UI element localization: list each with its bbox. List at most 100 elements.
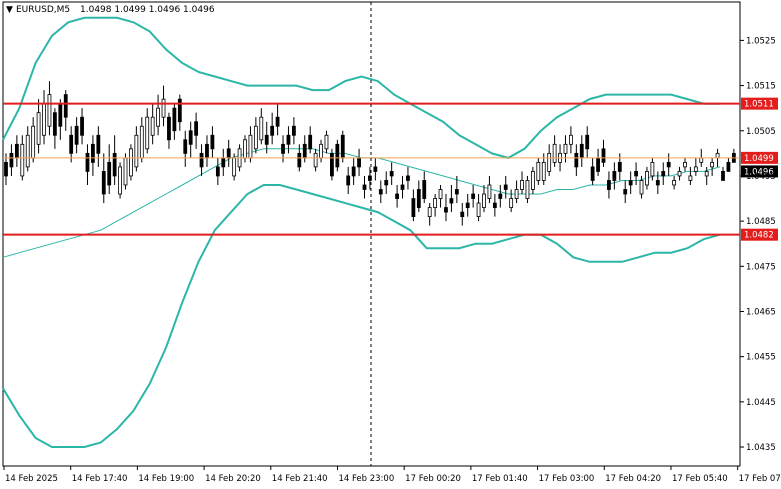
x-tick-label: 17 Feb 07:00 <box>739 474 781 484</box>
candle <box>270 112 275 145</box>
candle <box>80 108 84 145</box>
y-tick-label: 1.0485 <box>746 217 776 227</box>
candle <box>291 117 296 145</box>
y-tick-label: 1.0505 <box>746 127 776 137</box>
candle <box>85 144 90 185</box>
candle <box>177 94 182 131</box>
candle <box>492 194 497 217</box>
candle <box>183 130 188 167</box>
dropdown-arrow-icon[interactable]: ▼ <box>6 5 13 15</box>
candle <box>590 157 595 185</box>
candle <box>552 135 557 167</box>
x-tick-label: 17 Feb 03:00 <box>539 474 595 484</box>
candle <box>156 94 160 136</box>
candle <box>25 126 30 172</box>
x-tick-label: 17 Feb 01:40 <box>472 474 528 484</box>
candle <box>101 153 106 204</box>
candle <box>63 90 68 131</box>
candle <box>460 203 465 226</box>
candle <box>107 144 112 195</box>
chart-title: EURUSD,M5 <box>16 5 70 15</box>
candle <box>91 135 95 176</box>
candle <box>313 148 318 172</box>
candle <box>612 162 617 190</box>
candle <box>194 112 199 149</box>
candle <box>362 175 367 199</box>
candle <box>726 157 731 172</box>
candle <box>47 81 52 136</box>
candle <box>264 121 269 154</box>
candle <box>710 157 715 176</box>
candle <box>509 189 514 213</box>
candle <box>650 157 655 181</box>
candle <box>438 184 443 208</box>
candle <box>601 139 606 167</box>
candle <box>433 194 438 217</box>
candle <box>308 126 313 154</box>
candle <box>330 148 334 181</box>
svg-text:1.0511: 1.0511 <box>744 100 774 110</box>
candle <box>167 112 171 149</box>
candle <box>9 144 14 176</box>
current-price-label: 1.0496 <box>741 165 778 178</box>
candle <box>400 175 405 199</box>
candle <box>96 126 101 167</box>
candle <box>69 126 74 163</box>
y-tick-label: 1.0475 <box>746 262 776 272</box>
x-tick-label: 17 Feb 05:40 <box>672 474 728 484</box>
candle <box>134 126 139 172</box>
candle <box>482 184 486 213</box>
candle <box>389 162 394 185</box>
candle <box>351 157 356 185</box>
x-tick-label: 17 Feb 00:20 <box>405 474 461 484</box>
candle <box>639 175 644 199</box>
candle <box>525 175 530 204</box>
candle <box>672 175 677 190</box>
candle <box>465 194 470 217</box>
candle <box>150 103 155 145</box>
candle <box>411 189 416 222</box>
candle <box>498 184 503 208</box>
candle <box>416 180 421 213</box>
candle <box>74 117 79 154</box>
candle <box>346 166 351 195</box>
candle <box>536 157 541 185</box>
candle <box>188 121 193 158</box>
candle <box>129 144 133 181</box>
candle <box>569 126 573 154</box>
candle <box>123 153 128 190</box>
x-tick-label: 17 Feb 04:20 <box>605 474 661 484</box>
x-tick-label: 14 Feb 20:20 <box>205 474 261 484</box>
y-tick-label: 1.0455 <box>746 353 776 363</box>
candle <box>199 144 204 176</box>
candle <box>145 108 150 154</box>
candle <box>449 184 454 213</box>
y-tick-label: 1.0465 <box>746 307 776 317</box>
candle <box>444 194 448 222</box>
candle <box>378 180 383 204</box>
candle <box>704 166 709 185</box>
candle <box>683 157 687 172</box>
candle <box>112 135 117 185</box>
candle <box>585 126 590 158</box>
ohlc-readout: 1.0498 1.0499 1.0496 1.0496 <box>80 5 215 15</box>
candle <box>275 103 280 136</box>
svg-text:1.0499: 1.0499 <box>744 154 774 164</box>
level-price-label: 1.0499 <box>741 151 778 164</box>
candle <box>634 162 638 185</box>
candle <box>655 171 660 195</box>
chart-header: ▼ EURUSD,M5 1.0498 1.0499 1.0496 1.0496 <box>6 5 215 15</box>
svg-text:1.0496: 1.0496 <box>744 167 774 177</box>
candle <box>721 166 725 181</box>
candle <box>530 166 535 195</box>
candle <box>210 126 215 158</box>
price-label: 1.0511 <box>741 97 778 110</box>
candle <box>427 203 432 226</box>
price-label: 1.0482 <box>741 228 778 241</box>
candle <box>476 194 481 222</box>
candle <box>4 153 8 185</box>
candle <box>688 166 693 185</box>
candle <box>454 175 459 204</box>
candle <box>286 126 291 154</box>
